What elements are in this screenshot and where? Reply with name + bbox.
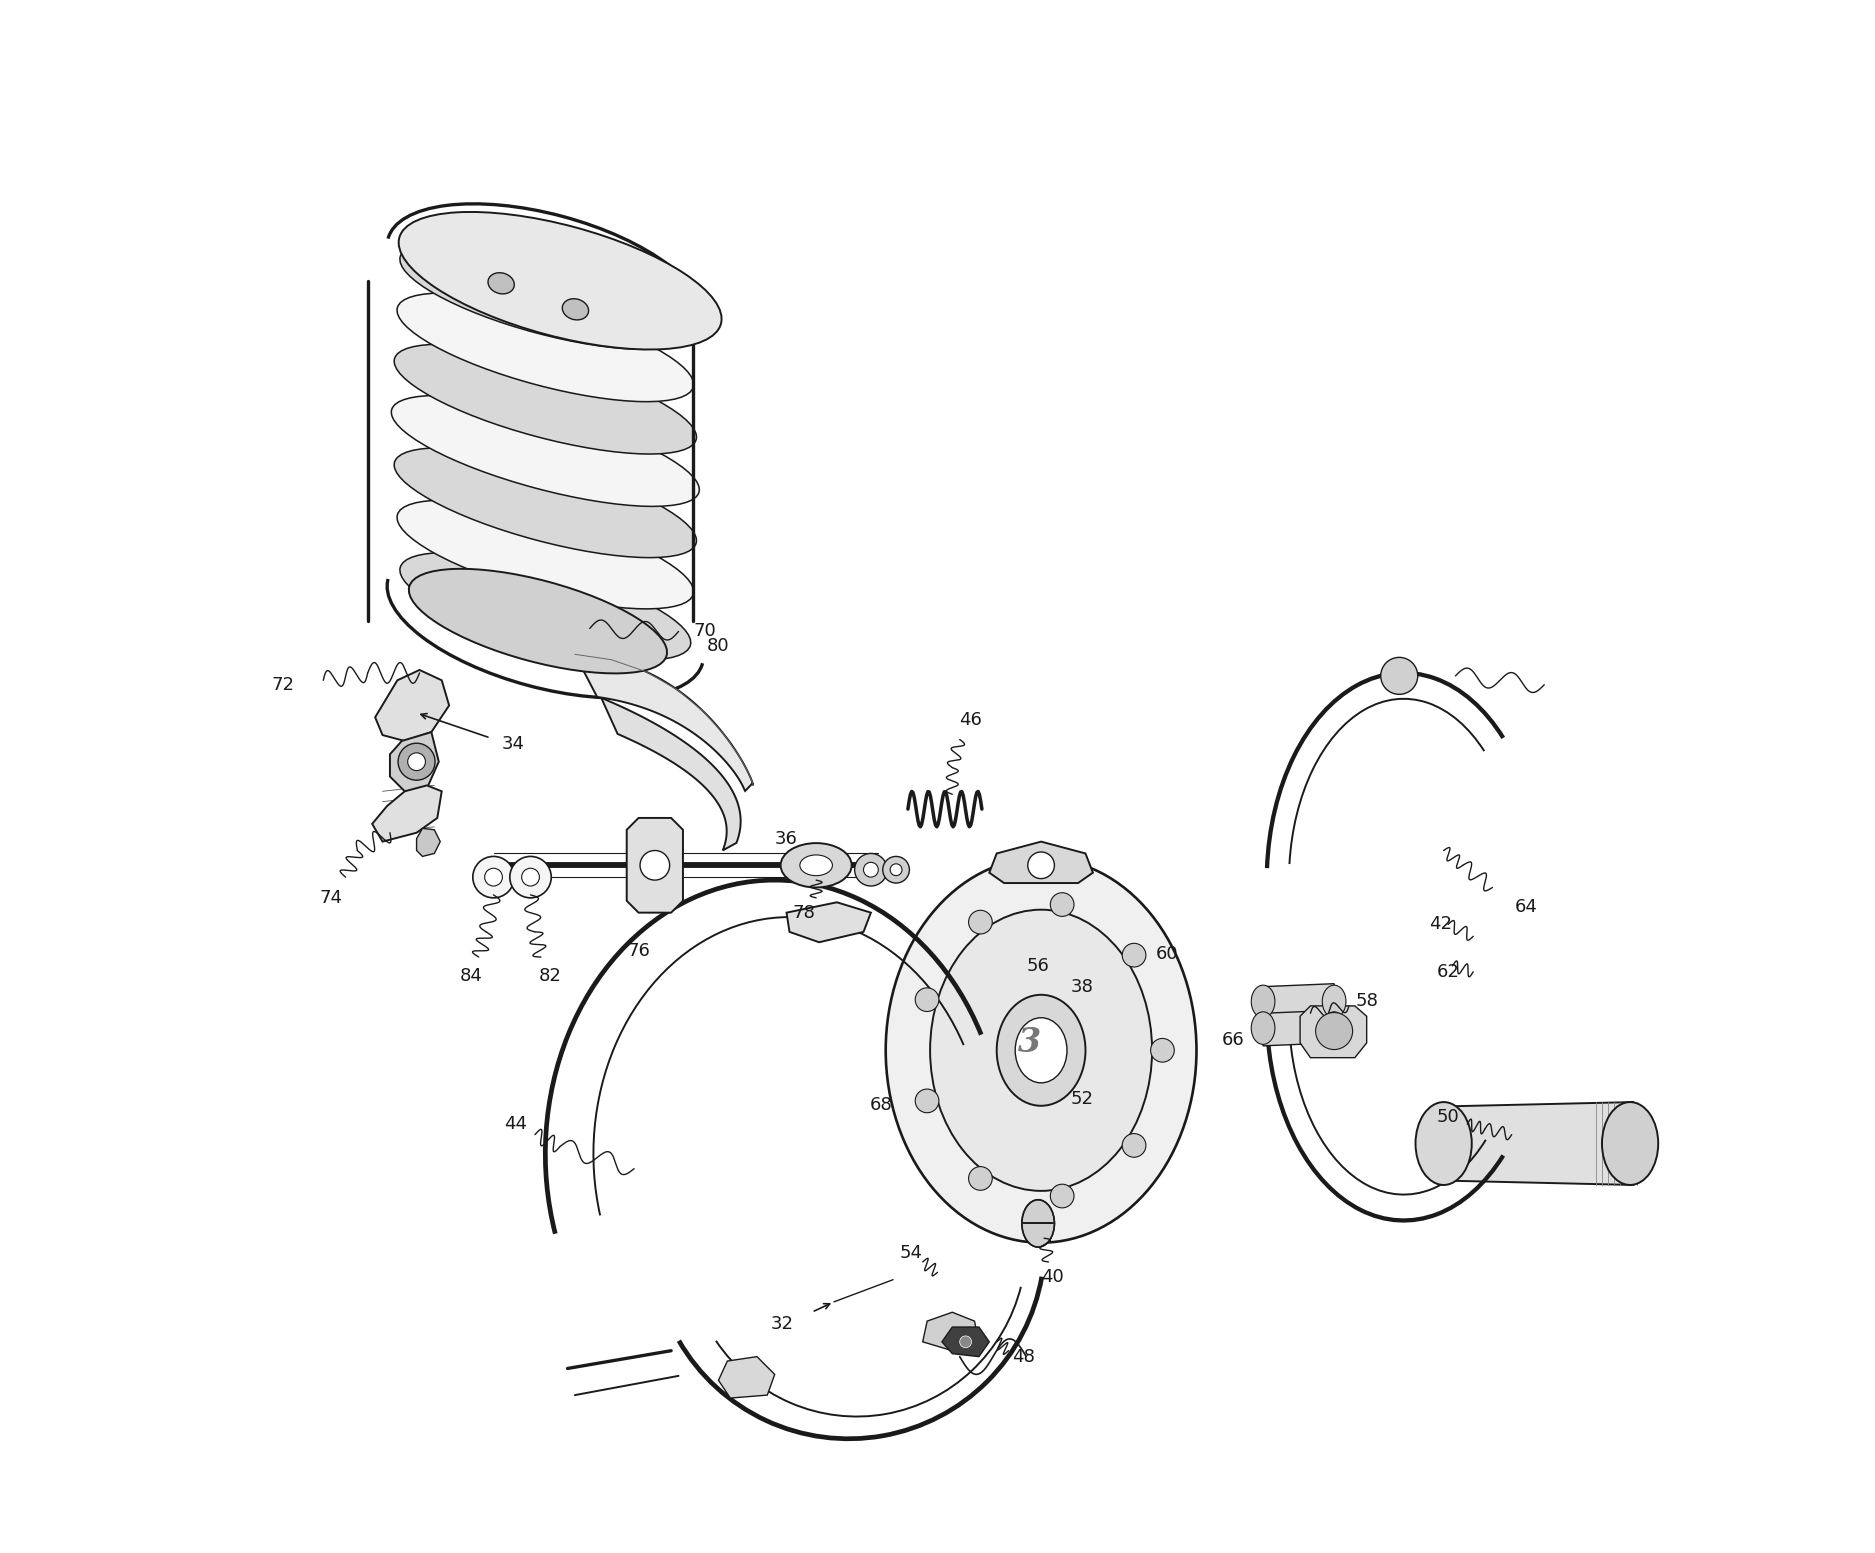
Text: 80: 80	[707, 637, 729, 655]
Text: 52: 52	[1071, 1090, 1093, 1109]
Text: 72: 72	[272, 676, 294, 694]
Text: 56: 56	[1028, 957, 1050, 975]
Ellipse shape	[407, 753, 426, 770]
Text: 54: 54	[900, 1244, 922, 1263]
Ellipse shape	[1322, 1013, 1346, 1044]
Ellipse shape	[409, 568, 668, 674]
Text: 32: 32	[771, 1315, 793, 1332]
Ellipse shape	[891, 863, 902, 876]
Ellipse shape	[801, 856, 832, 876]
Polygon shape	[626, 818, 682, 913]
Ellipse shape	[1022, 1200, 1054, 1247]
Text: 46: 46	[958, 711, 981, 730]
Ellipse shape	[1123, 1134, 1146, 1157]
Ellipse shape	[399, 553, 690, 660]
Text: 62: 62	[1436, 963, 1459, 981]
Polygon shape	[1299, 1006, 1367, 1058]
Text: 74: 74	[319, 888, 343, 907]
Text: 58: 58	[1356, 992, 1378, 1011]
Ellipse shape	[1251, 1013, 1275, 1044]
Ellipse shape	[780, 843, 851, 887]
Ellipse shape	[394, 447, 696, 558]
Ellipse shape	[399, 242, 690, 349]
Text: 36: 36	[774, 829, 799, 848]
Ellipse shape	[1050, 1185, 1074, 1208]
Ellipse shape	[1251, 985, 1275, 1017]
Ellipse shape	[521, 868, 540, 887]
Polygon shape	[990, 842, 1093, 884]
Polygon shape	[390, 731, 439, 792]
Ellipse shape	[1601, 1103, 1658, 1185]
Ellipse shape	[864, 862, 878, 877]
Polygon shape	[1264, 983, 1335, 1019]
Text: 82: 82	[538, 968, 561, 985]
Ellipse shape	[1028, 853, 1054, 879]
Ellipse shape	[472, 856, 514, 898]
Ellipse shape	[398, 744, 435, 780]
Text: 38: 38	[1071, 978, 1093, 995]
Text: 42: 42	[1429, 915, 1451, 933]
Ellipse shape	[969, 1166, 992, 1190]
Ellipse shape	[399, 211, 722, 349]
Text: 3: 3	[1018, 1027, 1041, 1059]
Text: 84: 84	[459, 968, 482, 985]
Ellipse shape	[398, 500, 694, 609]
Text: 60: 60	[1155, 946, 1178, 963]
Polygon shape	[576, 654, 754, 790]
Ellipse shape	[398, 294, 694, 402]
Ellipse shape	[1151, 1039, 1174, 1062]
Ellipse shape	[392, 396, 699, 506]
Ellipse shape	[1014, 1017, 1067, 1082]
Ellipse shape	[969, 910, 992, 933]
Ellipse shape	[639, 851, 669, 881]
Ellipse shape	[998, 995, 1086, 1106]
Text: 64: 64	[1515, 898, 1537, 916]
Ellipse shape	[883, 856, 909, 884]
Ellipse shape	[915, 988, 939, 1011]
Ellipse shape	[394, 345, 696, 453]
Ellipse shape	[855, 854, 887, 887]
Polygon shape	[718, 1357, 774, 1398]
Text: 34: 34	[501, 735, 525, 753]
Ellipse shape	[510, 856, 551, 898]
Polygon shape	[786, 902, 870, 943]
Ellipse shape	[1316, 1013, 1352, 1050]
Text: 68: 68	[870, 1096, 892, 1114]
Ellipse shape	[1322, 985, 1346, 1017]
Ellipse shape	[885, 857, 1196, 1242]
Polygon shape	[416, 828, 441, 856]
Polygon shape	[941, 1326, 990, 1357]
Ellipse shape	[1050, 893, 1074, 916]
Polygon shape	[602, 697, 741, 851]
Ellipse shape	[488, 273, 514, 294]
Ellipse shape	[915, 1089, 939, 1114]
Polygon shape	[922, 1312, 979, 1351]
Polygon shape	[371, 786, 442, 842]
Text: 66: 66	[1222, 1031, 1245, 1048]
Polygon shape	[375, 669, 450, 741]
Text: 76: 76	[626, 943, 651, 960]
Ellipse shape	[960, 1336, 971, 1348]
Ellipse shape	[1380, 657, 1418, 694]
Polygon shape	[1440, 1103, 1633, 1185]
Ellipse shape	[930, 910, 1151, 1191]
Text: 70: 70	[694, 623, 716, 640]
Text: 78: 78	[793, 904, 816, 921]
Text: 44: 44	[504, 1115, 527, 1134]
Ellipse shape	[562, 298, 589, 320]
Polygon shape	[1264, 1011, 1335, 1045]
Text: 40: 40	[1041, 1267, 1065, 1286]
Text: 50: 50	[1436, 1107, 1459, 1126]
Ellipse shape	[1123, 943, 1146, 968]
Ellipse shape	[1416, 1103, 1472, 1185]
Text: 48: 48	[1013, 1348, 1035, 1365]
Ellipse shape	[484, 868, 502, 887]
